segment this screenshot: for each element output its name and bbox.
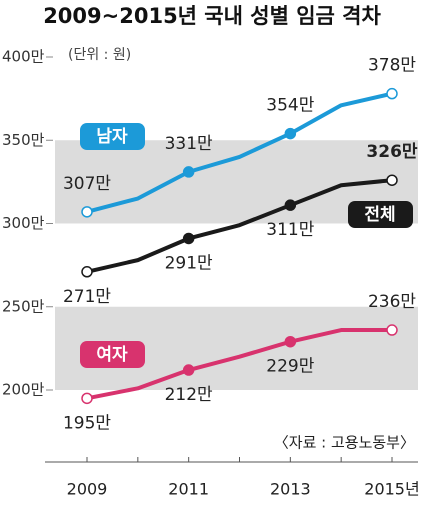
data-label: 311만 (266, 220, 314, 240)
point (182, 364, 195, 376)
x-tick-label: 2011 (168, 480, 209, 499)
point (182, 166, 195, 178)
series-line (86, 178, 393, 274)
chart-title: 2009~2015년 국내 성별 임금 격차 (43, 4, 381, 28)
source: 〈자료 : 고용노동부〉 (274, 434, 415, 452)
point (284, 335, 297, 348)
data-label: 331만 (165, 134, 213, 154)
legend-label: 여자 (96, 345, 128, 365)
data-label: 354만 (266, 96, 314, 116)
point (81, 392, 93, 405)
data-label: 236만 (368, 292, 416, 312)
data-label: 271만 (63, 287, 111, 307)
data-label: 307만 (63, 174, 111, 194)
data-label: 378만 (368, 56, 416, 76)
y-tick-label: 200만 (2, 381, 45, 399)
y-tick-label: 250만 (2, 297, 45, 315)
unit-note: (단위 : 원) (68, 47, 131, 63)
point (386, 87, 398, 100)
y-tick-label: 350만 (2, 131, 45, 149)
data-label: 212만 (165, 385, 213, 405)
series-line (86, 328, 392, 401)
x-tick-label: 2013 (270, 480, 311, 499)
legend-box (80, 341, 145, 368)
legend-box (348, 201, 413, 228)
point (81, 206, 93, 218)
point (182, 232, 195, 245)
y-tick-label: 400만 (2, 48, 45, 66)
x-tick-label: 2015년 (364, 480, 419, 499)
point (386, 174, 398, 186)
data-label: 195만 (63, 413, 111, 433)
legend-box (80, 123, 145, 150)
data-label: 229만 (266, 357, 314, 377)
y-tick-label: 300만 (2, 214, 45, 232)
point (284, 199, 297, 211)
point (386, 324, 398, 336)
data-label: 291만 (165, 253, 213, 273)
point (284, 127, 297, 140)
point (81, 266, 93, 278)
legend-label: 전체 (364, 205, 395, 225)
legend-label: 남자 (96, 127, 128, 147)
data-label: 326만 (366, 142, 417, 162)
series-line (86, 91, 393, 214)
x-tick-label: 2009 (67, 480, 108, 499)
